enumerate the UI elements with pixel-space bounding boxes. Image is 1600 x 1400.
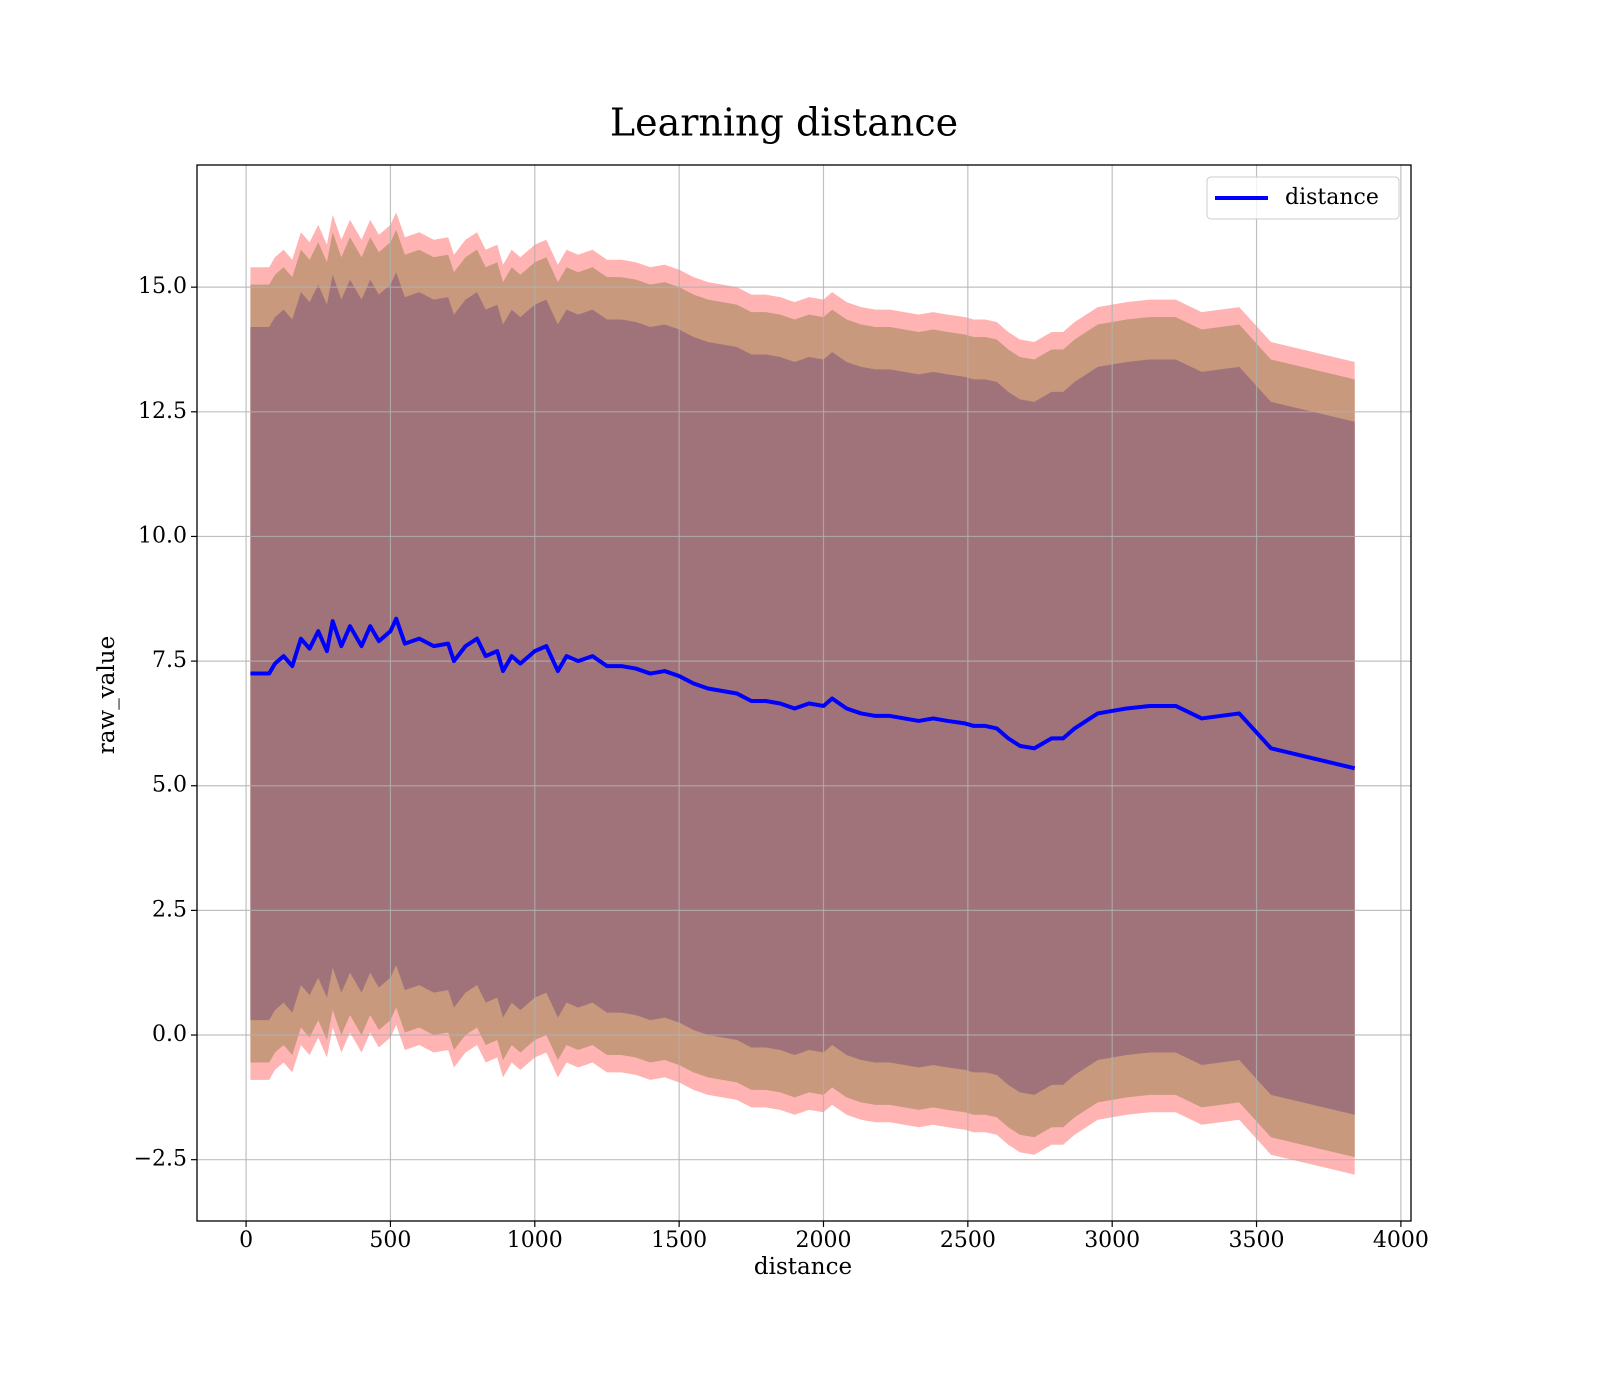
y-tick-label: 0.0 [152,1022,187,1047]
x-tick-label: 3500 [1229,1228,1285,1253]
x-axis-label: distance [754,1254,852,1280]
x-tick-label: 1000 [507,1228,563,1253]
legend-box [1206,176,1400,220]
x-tick-label: 3000 [1084,1228,1140,1253]
line [250,616,1356,771]
x-tick-label: 1500 [651,1228,707,1253]
chart-title: Learning distance [610,101,958,145]
y-tick-label: 2.5 [152,897,187,922]
y-tick-label: 10.0 [138,523,187,548]
y-tick-label: 5.0 [152,773,187,798]
y-tick-label: 7.5 [152,648,187,673]
legend-label: distance [1285,185,1379,210]
y-axis-label: raw_value [94,636,120,754]
x-tick-label: 2500 [940,1228,996,1253]
x-tick-label: 0 [239,1228,253,1253]
plot-frame [196,164,1412,1222]
y-tick-label: 12.5 [138,399,187,424]
x-tick-label: 4000 [1373,1228,1429,1253]
x-tick-label: 2000 [795,1228,851,1253]
y-tick-label: −2.5 [134,1147,187,1172]
band [250,272,1355,1115]
x-tick-label: 500 [369,1228,411,1253]
y-tick-label: 15.0 [138,274,187,299]
